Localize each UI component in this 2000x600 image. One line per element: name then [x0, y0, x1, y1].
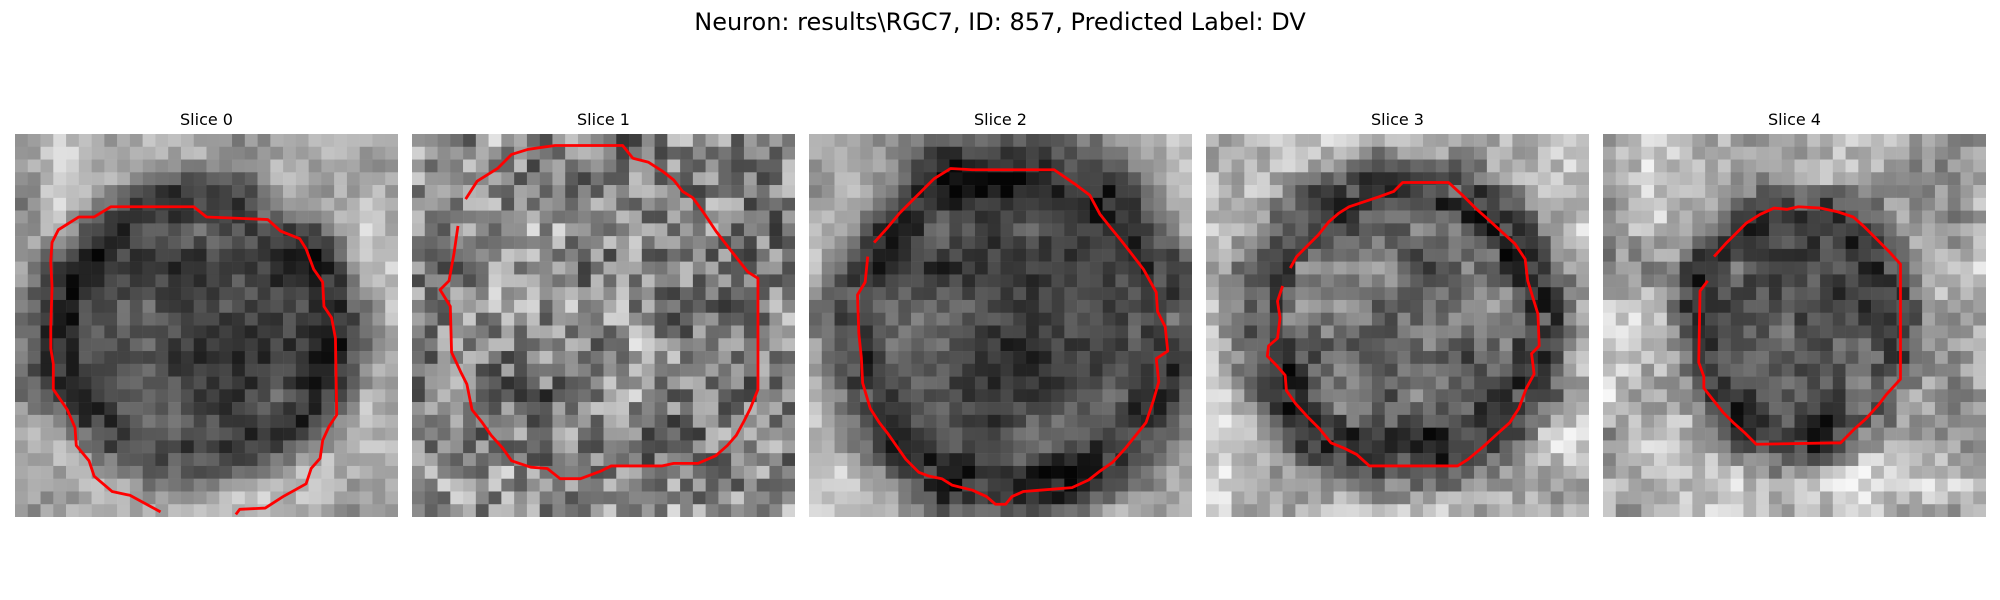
slice-panel-4: Slice 4 [1603, 108, 1986, 517]
slice-pixel-grid-4 [1603, 134, 1986, 517]
slice-panel-0: Slice 0 [15, 108, 398, 517]
slice-title-3: Slice 3 [1371, 110, 1424, 129]
slice-pixel-grid-3 [1206, 134, 1589, 517]
slice-panel-1: Slice 1 [412, 108, 795, 517]
cell-contour-3 [1265, 181, 1541, 468]
slice-image-4 [1603, 134, 1986, 517]
cell-contour-4 [1697, 205, 1902, 446]
slice-pixel-grid-1 [412, 134, 795, 517]
cell-contour-1 [438, 144, 760, 481]
cell-contour-2 [856, 167, 1170, 506]
slice-image-2 [809, 134, 1192, 517]
slice-title-1: Slice 1 [577, 110, 630, 129]
figure-title: Neuron: results\RGC7, ID: 857, Predicted… [694, 8, 1306, 36]
slice-image-1 [412, 134, 795, 517]
slice-panel-2: Slice 2 [809, 108, 1192, 517]
slice-panel-3: Slice 3 [1206, 108, 1589, 517]
slice-title-2: Slice 2 [974, 110, 1027, 129]
slice-title-4: Slice 4 [1768, 110, 1821, 129]
slice-image-3 [1206, 134, 1589, 517]
slice-pixel-grid-0 [15, 134, 398, 517]
slice-image-0 [15, 134, 398, 517]
slice-title-0: Slice 0 [180, 110, 233, 129]
cell-contour-0 [49, 205, 339, 516]
slice-pixel-grid-2 [809, 134, 1192, 517]
